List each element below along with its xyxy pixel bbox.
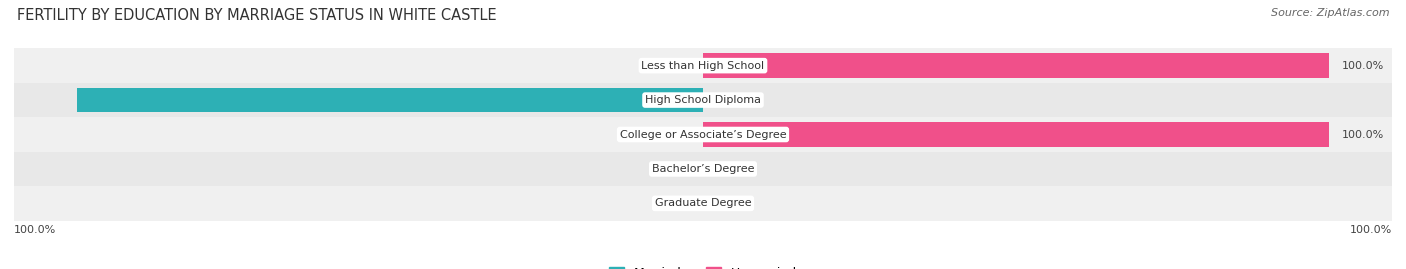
- Text: 0.0%: 0.0%: [662, 129, 690, 140]
- Text: High School Diploma: High School Diploma: [645, 95, 761, 105]
- Text: 0.0%: 0.0%: [716, 164, 744, 174]
- Text: 100.0%: 100.0%: [1341, 61, 1384, 71]
- Text: 100.0%: 100.0%: [1350, 225, 1392, 235]
- Bar: [14, 83, 1392, 117]
- Bar: [14, 152, 1392, 186]
- Text: 100.0%: 100.0%: [14, 225, 56, 235]
- Text: Bachelor’s Degree: Bachelor’s Degree: [652, 164, 754, 174]
- Text: 100.0%: 100.0%: [1341, 129, 1384, 140]
- Bar: [703, 53, 1329, 78]
- Text: 0.0%: 0.0%: [662, 61, 690, 71]
- Legend: Married, Unmarried: Married, Unmarried: [609, 267, 797, 269]
- Text: 0.0%: 0.0%: [716, 198, 744, 208]
- Bar: [14, 117, 1392, 152]
- Bar: [703, 122, 1329, 147]
- Text: 100.0%: 100.0%: [648, 95, 690, 105]
- Text: 0.0%: 0.0%: [662, 198, 690, 208]
- Text: 0.0%: 0.0%: [662, 164, 690, 174]
- Text: Source: ZipAtlas.com: Source: ZipAtlas.com: [1271, 8, 1389, 18]
- Bar: [77, 88, 703, 112]
- Text: Less than High School: Less than High School: [641, 61, 765, 71]
- Text: FERTILITY BY EDUCATION BY MARRIAGE STATUS IN WHITE CASTLE: FERTILITY BY EDUCATION BY MARRIAGE STATU…: [17, 8, 496, 23]
- Bar: [14, 186, 1392, 221]
- Text: 0.0%: 0.0%: [716, 95, 744, 105]
- Text: College or Associate’s Degree: College or Associate’s Degree: [620, 129, 786, 140]
- Bar: [14, 48, 1392, 83]
- Text: Graduate Degree: Graduate Degree: [655, 198, 751, 208]
